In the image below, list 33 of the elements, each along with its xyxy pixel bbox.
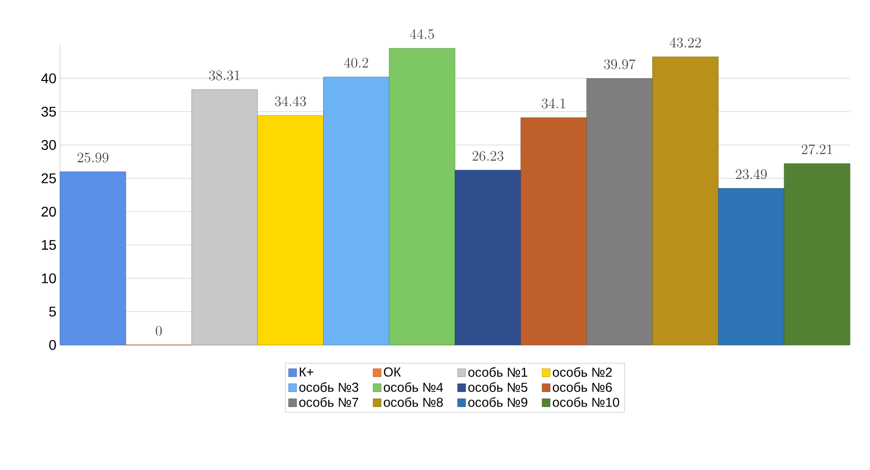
legend-label: особь №9 [468, 397, 528, 407]
legend-label: особь №4 [384, 382, 444, 392]
data-label: 0 [156, 326, 162, 336]
y-tick-label: 40 [41, 73, 56, 84]
data-label: 34. 1 [542, 98, 566, 108]
legend-label: особь №8 [384, 397, 443, 407]
data-label: 40.2 [344, 58, 368, 68]
legend-label: особь №6 [552, 382, 612, 392]
y-tick-label: 0 [49, 340, 56, 350]
legend-label: К+ [300, 367, 314, 376]
y-tick-label: 5 [49, 306, 56, 317]
y-tick-label: 30 [41, 140, 56, 150]
legend-label: особь №5 [468, 382, 528, 392]
legend-label: ОК [384, 367, 401, 377]
legend-label: особь №2 [552, 367, 612, 377]
data-label: 23.49 [736, 169, 767, 180]
data-label: 26.23 [472, 151, 504, 161]
legend-label: особь №3 [299, 382, 358, 392]
data-label: 39.97 [604, 59, 636, 70]
legend-label: особь №10 [552, 397, 620, 407]
data-label: 43.22 [670, 38, 701, 48]
y-tick-label: 25 [42, 173, 56, 184]
legend-label: особь №7 [299, 397, 358, 407]
y-tick-label: 15 [42, 240, 56, 250]
y-tick-label: 10 [42, 273, 56, 284]
data-label: 34.43 [274, 96, 306, 106]
data-label: 44.5 [410, 29, 434, 40]
legend-label: особь №1 [468, 367, 528, 377]
y-tick-label: 35 [41, 106, 56, 117]
data-label: 25.99 [78, 152, 108, 162]
data-label: 27.21 [802, 144, 832, 154]
data-label: 38.31 [209, 70, 240, 80]
y-tick-label: 20 [42, 206, 56, 217]
